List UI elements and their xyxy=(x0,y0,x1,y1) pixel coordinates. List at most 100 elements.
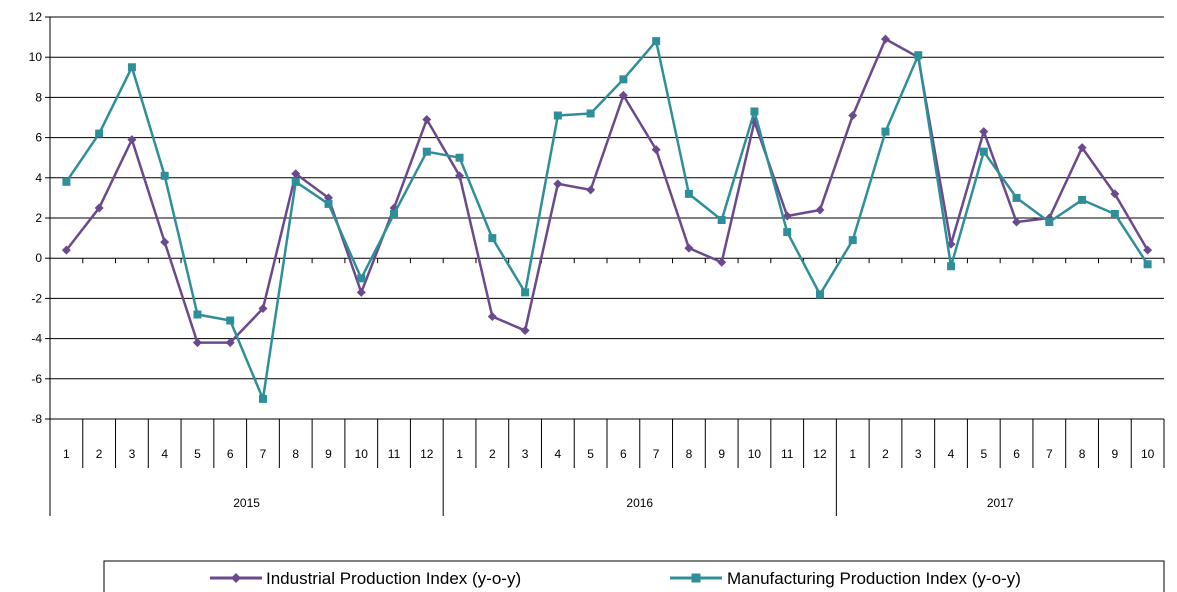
x-tick-label: 8 xyxy=(292,447,299,461)
data-point-marker xyxy=(1045,218,1054,227)
y-axis: -8 -6 -4 -2 0 2 4 6 8 10 12 xyxy=(29,10,51,426)
data-point-marker xyxy=(1012,217,1022,227)
x-tick-label: 3 xyxy=(522,447,529,461)
data-point-marker xyxy=(520,326,530,336)
y-tick-label: 0 xyxy=(35,251,42,265)
data-point-marker xyxy=(357,274,366,283)
data-point-marker xyxy=(160,171,169,180)
year-label: 2017 xyxy=(987,496,1014,510)
y-tick-label: 10 xyxy=(29,50,43,64)
x-tick-label: 9 xyxy=(718,447,725,461)
data-point-marker xyxy=(1077,143,1087,153)
x-tick-label: 7 xyxy=(260,447,267,461)
data-point-marker xyxy=(684,243,694,253)
y-tick-label: -2 xyxy=(31,291,42,305)
data-point-marker xyxy=(356,287,366,297)
data-point-marker xyxy=(1143,260,1152,269)
x-tick-label: 9 xyxy=(325,447,332,461)
data-point-marker xyxy=(881,34,890,44)
x-tick-label: 8 xyxy=(1079,447,1086,461)
x-tick-label: 2 xyxy=(882,447,889,461)
x-tick-label: 6 xyxy=(620,447,627,461)
x-tick-label: 8 xyxy=(686,447,693,461)
x-tick-label: 3 xyxy=(129,447,136,461)
x-tick-label: 5 xyxy=(587,447,594,461)
legend-swatch-marker-manufacturing xyxy=(691,573,701,583)
data-point-marker xyxy=(618,90,628,100)
data-point-marker xyxy=(651,145,661,155)
series-layer xyxy=(61,34,1153,403)
data-point-marker xyxy=(487,311,497,321)
data-point-marker xyxy=(782,211,792,221)
data-point-marker xyxy=(979,127,989,137)
x-tick-label: 2 xyxy=(489,447,496,461)
data-point-marker xyxy=(652,37,661,46)
x-tick-label: 11 xyxy=(781,447,794,461)
x-tick-label: 7 xyxy=(1046,447,1053,461)
x-axis: 1 2 3 4 5 6 7 8 9 10 11 12 1 2 3 4 5 6 7 8 9 10 11 12 1 2 3 4 5 6 7 8 9 1… xyxy=(49,258,1165,516)
y-tick-label: -8 xyxy=(31,412,42,426)
data-point-marker xyxy=(258,394,267,403)
data-point-marker xyxy=(1078,195,1087,204)
data-point-marker xyxy=(192,338,202,348)
data-point-marker xyxy=(258,303,268,313)
data-point-marker xyxy=(324,199,333,208)
series-line xyxy=(65,37,1149,344)
x-tick-label: 9 xyxy=(1112,447,1119,461)
data-point-marker xyxy=(619,75,628,84)
data-point-marker xyxy=(848,236,857,245)
data-point-marker xyxy=(717,257,727,267)
x-tick-label: 5 xyxy=(980,447,987,461)
x-tick-label: 10 xyxy=(1141,447,1155,461)
data-point-marker xyxy=(455,153,464,162)
data-point-marker xyxy=(127,135,137,145)
data-point-marker xyxy=(422,115,432,125)
legend-entry-industrial: Industrial Production Index (y-o-y) xyxy=(266,569,521,588)
data-point-marker xyxy=(1110,209,1119,218)
data-point-marker xyxy=(586,109,595,118)
data-point-marker xyxy=(1143,245,1153,255)
data-point-marker xyxy=(226,316,235,325)
x-tick-label: 4 xyxy=(555,447,562,461)
x-tick-label: 1 xyxy=(456,447,463,461)
data-point-marker xyxy=(586,185,596,195)
x-tick-label: 11 xyxy=(388,447,401,461)
data-point-marker xyxy=(750,107,759,116)
data-point-marker xyxy=(62,177,71,186)
data-point-marker xyxy=(61,245,71,255)
data-point-marker xyxy=(225,338,235,348)
data-point-marker xyxy=(553,111,562,120)
data-point-marker xyxy=(95,129,104,138)
series-line xyxy=(65,39,1149,401)
x-tick-label: 2 xyxy=(96,447,103,461)
y-tick-label: 8 xyxy=(35,90,42,104)
data-point-marker xyxy=(1110,189,1120,199)
legend-entry-manufacturing: Manufacturing Production Index (y-o-y) xyxy=(727,569,1021,588)
data-point-marker xyxy=(94,203,104,213)
data-point-marker xyxy=(127,63,136,72)
data-point-marker xyxy=(848,110,858,120)
data-point-marker xyxy=(815,205,825,215)
data-point-marker xyxy=(422,147,431,156)
data-point-marker xyxy=(291,169,301,179)
legend-swatch-marker-industrial xyxy=(231,573,241,583)
x-tick-label: 10 xyxy=(748,447,762,461)
data-point-marker xyxy=(390,209,399,218)
x-tick-label: 4 xyxy=(161,447,168,461)
data-point-marker xyxy=(881,127,890,136)
y-tick-label: 6 xyxy=(35,131,42,145)
data-point-marker xyxy=(488,234,497,243)
y-tick-label: -6 xyxy=(31,372,42,386)
x-tick-label: 1 xyxy=(63,447,70,461)
y-tick-label: -4 xyxy=(31,332,42,346)
x-tick-label: 7 xyxy=(653,447,660,461)
y-tick-label: 4 xyxy=(35,171,42,185)
x-tick-label: 12 xyxy=(813,447,827,461)
data-point-marker xyxy=(160,237,170,247)
x-tick-label: 10 xyxy=(355,447,369,461)
year-label: 2015 xyxy=(233,496,260,510)
x-tick-label: 12 xyxy=(420,447,434,461)
x-tick-label: 5 xyxy=(194,447,201,461)
data-point-marker xyxy=(521,288,530,297)
